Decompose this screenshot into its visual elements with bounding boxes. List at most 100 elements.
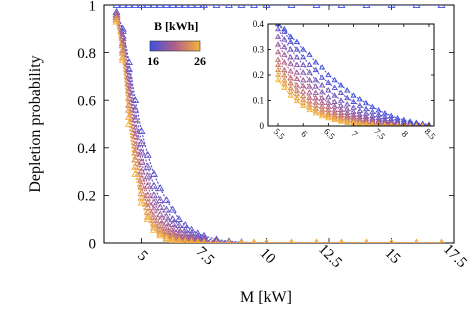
data-point xyxy=(364,238,369,243)
main-y-axis: 0 0.2 0.4 0.6 0.8 1 xyxy=(77,0,454,252)
data-point xyxy=(293,97,300,104)
data-point xyxy=(363,121,369,126)
data-point xyxy=(137,198,146,206)
data-point xyxy=(337,115,345,122)
data-point xyxy=(325,71,332,78)
data-point xyxy=(339,238,344,243)
data-point xyxy=(274,33,282,39)
data-point xyxy=(112,17,121,25)
data-point xyxy=(137,174,146,182)
data-point xyxy=(287,5,296,8)
x-tick-label: 17.5 xyxy=(440,241,470,271)
data-point xyxy=(125,65,133,73)
data-point xyxy=(156,227,165,235)
data-point xyxy=(344,87,351,93)
colorbar-min-label: 16 xyxy=(147,54,159,68)
data-point xyxy=(175,237,183,243)
x-tick-label: 8 xyxy=(400,129,411,140)
series-line xyxy=(115,19,442,243)
data-point xyxy=(281,59,288,65)
data-point xyxy=(175,5,183,8)
data-point xyxy=(350,98,357,104)
y-tick-label: 0.4 xyxy=(77,141,96,157)
data-point xyxy=(150,198,158,206)
data-point xyxy=(369,121,375,126)
data-point xyxy=(293,61,300,67)
data-point xyxy=(300,46,307,52)
data-point xyxy=(287,38,294,45)
data-point xyxy=(156,5,165,8)
data-point xyxy=(175,221,183,229)
series-line xyxy=(277,28,429,126)
data-point xyxy=(287,74,294,80)
x-tick-label: 6 xyxy=(299,129,310,140)
data-point xyxy=(306,76,313,83)
data-point xyxy=(293,46,300,52)
data-point xyxy=(156,231,165,239)
data-point xyxy=(281,71,288,78)
data-point xyxy=(188,238,195,243)
data-point xyxy=(306,69,313,75)
data-point xyxy=(169,236,177,243)
x-tick-label: 10 xyxy=(256,245,278,267)
y-tick-label: 1 xyxy=(89,0,97,14)
colorbar-max-label: 26 xyxy=(194,54,206,68)
data-point xyxy=(287,33,294,39)
data-point xyxy=(363,99,370,106)
data-point xyxy=(325,79,332,85)
data-point xyxy=(201,238,207,243)
data-point xyxy=(362,5,371,8)
data-point xyxy=(319,81,326,88)
data-point xyxy=(281,66,288,73)
data-point xyxy=(168,233,177,241)
data-point xyxy=(182,238,189,243)
x-tick-label: 5 xyxy=(134,248,151,265)
x-tick-label: 12.5 xyxy=(315,241,345,271)
data-point xyxy=(181,5,190,8)
data-point xyxy=(131,96,140,104)
data-point xyxy=(300,82,307,89)
data-point xyxy=(281,51,288,57)
data-point xyxy=(137,157,146,165)
data-point xyxy=(293,69,300,75)
data-point xyxy=(125,5,133,8)
data-point xyxy=(337,89,345,96)
x-tick-label: 7 xyxy=(350,129,361,140)
data-point xyxy=(306,83,313,89)
inset-plot: 0 0.1 0.2 0.3 0.4 5.5 6 6.5 7 7.5 8 8.5 xyxy=(253,19,438,142)
inset-y-axis: 0 0.1 0.2 0.3 0.4 xyxy=(253,19,434,131)
data-point xyxy=(274,76,282,83)
data-point xyxy=(264,238,269,243)
data-point xyxy=(331,76,338,83)
x-tick-label: 15 xyxy=(381,245,403,267)
data-point xyxy=(319,74,326,80)
data-point xyxy=(137,181,146,189)
data-point xyxy=(293,75,300,82)
data-point xyxy=(162,205,171,213)
data-point xyxy=(274,66,282,73)
data-point xyxy=(150,205,158,213)
data-point xyxy=(143,181,152,189)
data-point xyxy=(162,196,171,204)
data-point xyxy=(331,106,338,113)
data-point xyxy=(337,81,345,88)
data-point xyxy=(331,116,338,123)
series-line xyxy=(277,24,430,125)
data-point xyxy=(287,92,294,98)
data-point xyxy=(137,167,146,175)
data-point xyxy=(274,48,282,55)
data-point xyxy=(262,5,271,8)
data-point xyxy=(319,112,326,119)
data-point xyxy=(214,238,219,243)
y-tick-label: 0.1 xyxy=(253,96,264,106)
data-point xyxy=(312,83,319,89)
colorbar: B [kWh] 16 26 xyxy=(147,19,206,68)
data-point xyxy=(325,93,332,100)
data-point xyxy=(274,71,282,78)
y-tick-label: 0.6 xyxy=(77,93,96,109)
data-point xyxy=(281,36,288,42)
data-point xyxy=(439,238,444,243)
data-point xyxy=(143,172,152,180)
data-point xyxy=(369,103,376,110)
